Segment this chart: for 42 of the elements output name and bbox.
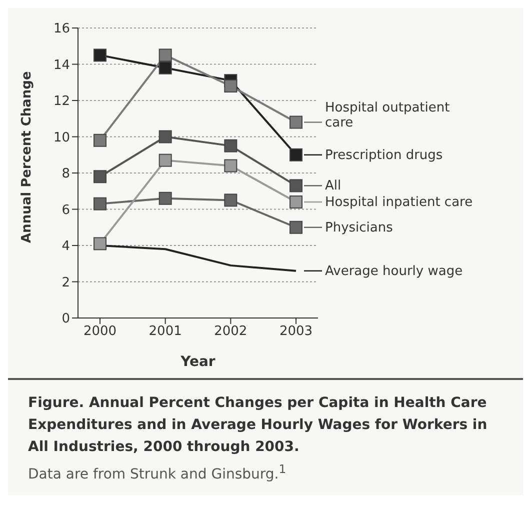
point <box>224 80 238 92</box>
x-axis-title: Year <box>180 354 216 370</box>
y-axis-title: Annual Percent Change <box>20 71 35 243</box>
legend-label: Hospital outpatient care <box>325 100 450 130</box>
point <box>158 192 172 205</box>
y-tick-label: 14 <box>53 58 70 73</box>
point <box>158 130 172 144</box>
y-tick-label: 8 <box>62 166 70 182</box>
y-tick-label: 6 <box>62 202 70 218</box>
legend-label: Hospital inpatient care <box>325 195 473 210</box>
y-tick-label: 2 <box>62 275 70 290</box>
legend-label: Average hourly wage <box>325 264 463 279</box>
point <box>94 197 106 210</box>
x-tick-label: 2001 <box>148 324 182 340</box>
x-tick-label: 2003 <box>279 324 313 340</box>
point <box>224 159 238 172</box>
x-tick-label: 2000 <box>83 324 117 340</box>
y-tick-label: 10 <box>53 130 70 146</box>
y-tick-label: 16 <box>53 22 70 37</box>
x-tick-label: 2002 <box>214 324 248 340</box>
point <box>224 194 238 207</box>
point <box>224 139 238 152</box>
point <box>94 237 106 250</box>
point <box>290 148 302 162</box>
y-tick-label: 0 <box>62 312 70 327</box>
point <box>158 154 172 167</box>
point <box>290 196 302 208</box>
y-tick-label: 4 <box>62 239 70 254</box>
point <box>290 179 302 192</box>
point <box>290 116 302 129</box>
point <box>158 48 172 62</box>
text: Data are from Strunk and Ginsburg.$^{1}$ <box>28 462 288 483</box>
point <box>94 134 106 147</box>
y-tick-label: 12 <box>53 94 70 110</box>
text: Figure. Annual Percent Changes per Capita in Health Care Expenditures and in Average Hourly Wages for Workers in All Industries, 2000 through 2003. <box>28 394 488 457</box>
point <box>290 220 302 234</box>
point <box>94 170 106 184</box>
point <box>158 61 172 74</box>
point <box>94 48 106 62</box>
legend-label: Physicians <box>325 220 394 236</box>
legend-label: Prescription drugs <box>325 148 443 163</box>
legend-label: All <box>325 178 342 194</box>
